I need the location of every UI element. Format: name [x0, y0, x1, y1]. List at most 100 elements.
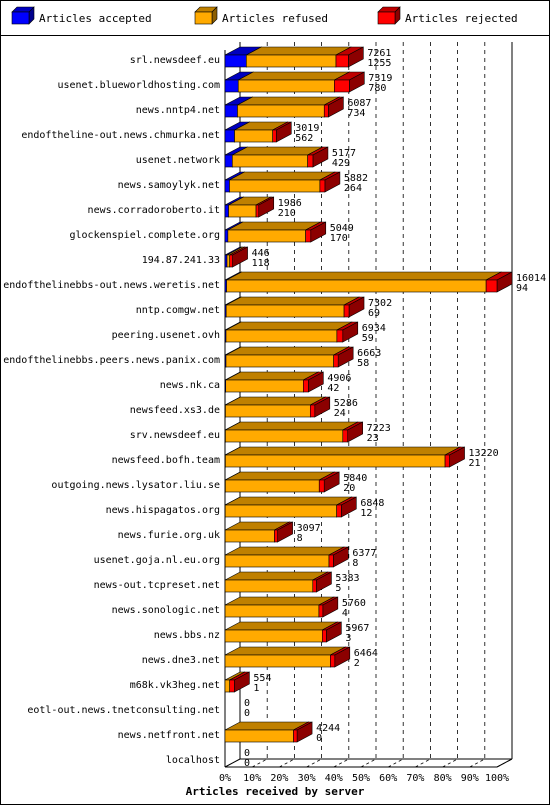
bar-refused-front [224, 604, 320, 618]
bar-row [224, 46, 364, 68]
bar-rejected-front [336, 504, 342, 518]
category-label: outgoing.news.lysator.liu.se [51, 480, 220, 491]
category-label: endofthelinebbs-out.news.weretis.net [3, 280, 220, 291]
bar-rejected-front [229, 679, 235, 693]
gridline-floor [415, 758, 431, 768]
value-label-total: 5383 [335, 573, 359, 584]
bar-rejected-front [319, 179, 326, 193]
value-label-accepted: 8 [297, 533, 303, 544]
x-tick-label: 90% [461, 773, 479, 784]
value-label-accepted: 429 [332, 158, 350, 169]
bar-refused-top [225, 421, 358, 431]
bar-refused-front [224, 679, 231, 693]
bar-rejected-front [343, 304, 350, 318]
bar-row [224, 671, 250, 693]
legend-item-2: Articles refused [194, 6, 328, 25]
bar-row [224, 521, 293, 543]
category-label: endofthelinebbs.peers.news.panix.com [3, 355, 220, 366]
bar-rejected-front [328, 554, 334, 568]
bar-refused-top [229, 171, 336, 181]
x-axis-ticks: 0% 10% 20% 30% 40% 50% 60% 70% 80% 90% 100% [219, 773, 509, 784]
value-label-total: 5840 [343, 473, 367, 484]
bar-rejected-front [321, 629, 327, 643]
bar-rejected [272, 121, 292, 143]
value-label-total: 7261 [367, 48, 391, 59]
category-label: endoftheline-out.news.chmurka.net [21, 130, 220, 141]
bar-rejected [336, 496, 357, 518]
bar-refused [225, 296, 360, 318]
gridline-floor [442, 758, 458, 768]
category-label: usenet.network [136, 155, 220, 166]
bar-refused-top [237, 96, 340, 106]
bar-rejected [335, 46, 364, 68]
value-label-total: 5882 [344, 173, 368, 184]
value-label-total: 13220 [469, 448, 499, 459]
value-label-total: 5760 [342, 598, 366, 609]
bar-rejected-front [335, 54, 349, 68]
value-label-total: 4906 [327, 373, 351, 384]
bar-refused [224, 571, 329, 593]
bar-refused [225, 396, 326, 418]
bar-rejected [293, 721, 313, 743]
bar-rejected [321, 621, 342, 643]
gridline-floor [469, 758, 485, 768]
value-label-accepted: 5 [335, 583, 341, 594]
value-label-accepted: 58 [357, 358, 369, 369]
legend-swatch [194, 11, 213, 25]
bar-rejected [328, 546, 349, 568]
bar-refused [237, 71, 350, 93]
bar-rejected-front [342, 429, 348, 443]
value-label-total: 6464 [354, 648, 378, 659]
bar-refused-top [226, 296, 360, 306]
category-label: peering.usenet.ovh [112, 330, 220, 341]
x-tick-label: 30% [298, 773, 316, 784]
bar-refused-front [234, 129, 273, 143]
bar-rejected [342, 421, 363, 443]
bar-refused [225, 346, 349, 368]
legend-label-3: Articles rejected [405, 12, 518, 25]
bar-rejected [333, 346, 354, 368]
value-label-accepted: 20 [343, 483, 355, 494]
bar-refused [237, 96, 340, 118]
bar-row [224, 121, 292, 143]
bar-refused-top [225, 321, 353, 331]
bar-rejected-front [303, 379, 309, 393]
value-label-total: 6377 [352, 548, 376, 559]
bar-refused-front [237, 79, 335, 93]
bar-row [224, 396, 331, 418]
value-label-accepted: 24 [334, 408, 346, 419]
bar-refused-front [231, 154, 308, 168]
bar-row [224, 546, 349, 568]
value-label-accepted: 734 [347, 108, 365, 119]
bar-accepted-front [224, 179, 230, 193]
category-label: m68k.vk3heg.net [130, 680, 220, 691]
category-label: srv.newsdeef.eu [130, 430, 220, 441]
bar-rejected-front [272, 129, 277, 143]
category-label: news.netfront.net [118, 730, 220, 741]
bar-row [224, 496, 357, 518]
value-label-total: 5967 [345, 623, 369, 634]
category-label: srl.newsdeef.eu [130, 55, 220, 66]
bar-refused-top [225, 346, 349, 356]
bar-rejected-front [318, 604, 324, 618]
bar-refused-top [232, 146, 323, 156]
value-label-accepted: 12 [360, 508, 372, 519]
bar-refused-top [227, 221, 321, 231]
category-labels: srl.newsdeef.eu usenet.blueworldhosting.c… [3, 55, 220, 766]
bar-rejected-front [274, 529, 278, 543]
bar-rejected [255, 196, 275, 218]
bar-refused [227, 221, 321, 243]
value-label-total: 5049 [330, 223, 354, 234]
x-axis-title: Articles received by server [186, 785, 365, 798]
bar-refused-top [225, 396, 326, 406]
x-tick-label: 70% [406, 773, 424, 784]
legend-item-1: Articles accepted [11, 6, 152, 25]
value-label-accepted: 0 [316, 733, 322, 744]
category-label: news.nntp4.net [136, 105, 220, 116]
value-labels: 7261125573197806087734301956251774295882… [244, 48, 546, 769]
category-label: newsfeed.xs3.de [130, 405, 220, 416]
gridline-floor [279, 758, 295, 768]
bar-refused-front [237, 104, 325, 118]
